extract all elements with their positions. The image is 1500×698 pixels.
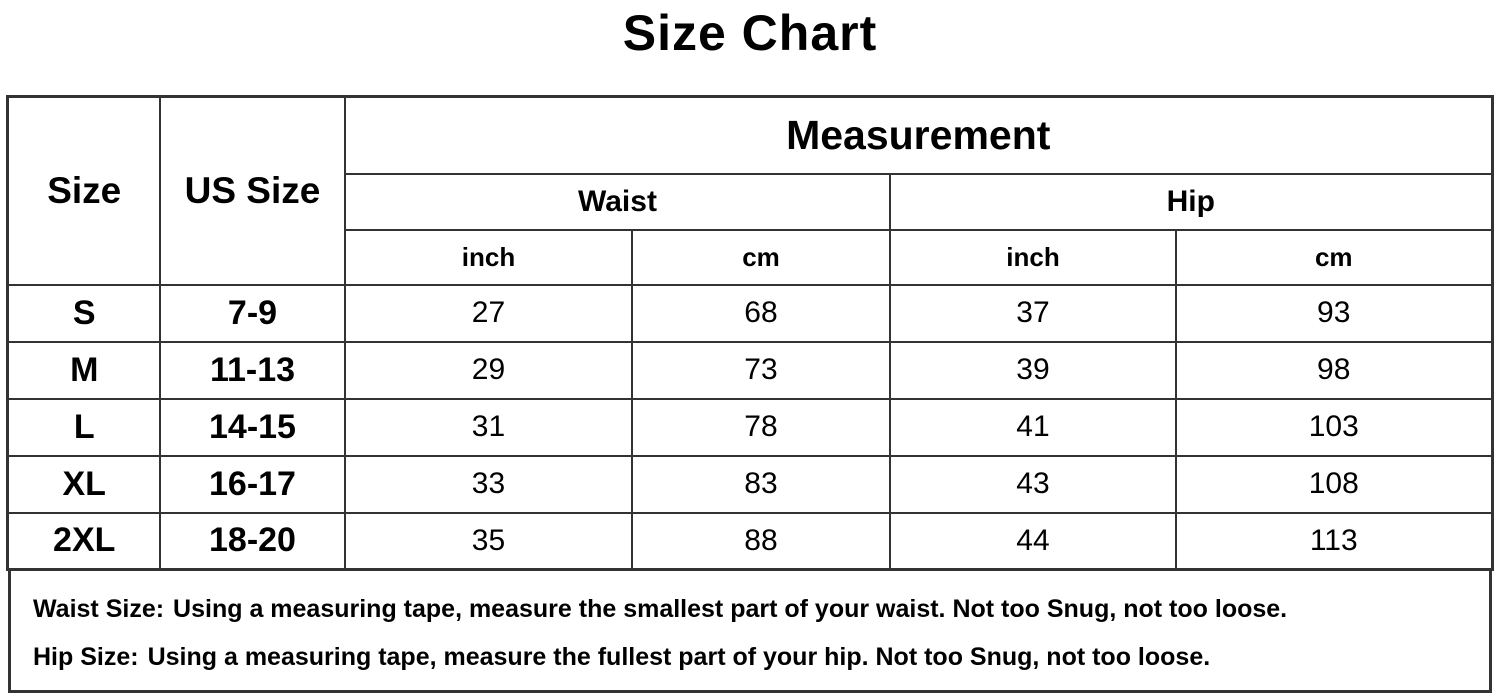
cell-hip-inch: 44 (888, 511, 1177, 571)
table-row-s: S 7-9 27 68 37 93 (6, 283, 1494, 343)
cell-us-size: 14-15 (158, 397, 346, 457)
cell-waist-inch: 27 (343, 283, 633, 343)
header-row-groups: Waist Hip (8, 172, 1494, 231)
cell-hip-inch: 37 (888, 283, 1177, 343)
cell-waist-cm: 88 (630, 511, 891, 571)
table-row-xl: XL 16-17 33 83 43 108 (6, 454, 1494, 514)
cell-waist-cm: 68 (630, 283, 891, 343)
page-title: Size Chart (622, 5, 878, 61)
col-header-waist: Waist (343, 172, 891, 231)
cell-hip-inch: 39 (888, 340, 1177, 400)
waist-size-note-text: Using a measuring tape, measure the smal… (173, 595, 1288, 623)
col-header-hip: Hip (888, 172, 1494, 231)
cell-size: L (6, 397, 161, 457)
hip-size-note: Hip Size: Using a measuring tape, measure… (33, 633, 1469, 681)
cell-hip-inch: 43 (888, 454, 1177, 514)
cell-waist-cm: 78 (630, 397, 891, 457)
waist-size-note-label: Waist Size: (33, 595, 165, 623)
hip-size-note-label: Hip Size: (33, 643, 139, 671)
cell-us-size: 16-17 (158, 454, 346, 514)
table-row-2xl: 2XL 18-20 35 88 44 113 (6, 511, 1494, 571)
col-header-us-size: US Size (158, 95, 346, 286)
table-row-l: L 14-15 31 78 41 103 (6, 397, 1494, 457)
waist-size-note: Waist Size: Using a measuring tape, measu… (33, 585, 1469, 633)
size-chart-table: Size US Size Measurement Waist Hip inch … (6, 95, 1494, 571)
cell-hip-cm: 113 (1174, 511, 1494, 571)
col-header-waist-cm: cm (630, 228, 891, 286)
header-row-measurement: Size US Size Measurement (6, 95, 1494, 286)
col-header-hip-cm: cm (1174, 228, 1494, 286)
header-row-units: inch cm inch cm (8, 228, 1494, 286)
cell-us-size: 18-20 (158, 511, 346, 571)
measuring-notes-section: Waist Size: Using a measuring tape, measu… (8, 571, 1492, 693)
cell-us-size: 11-13 (158, 340, 346, 400)
cell-hip-inch: 41 (888, 397, 1177, 457)
cell-size: S (6, 283, 161, 343)
cell-size: XL (6, 454, 161, 514)
cell-waist-cm: 73 (630, 340, 891, 400)
col-header-measurement: Measurement (343, 95, 1494, 175)
cell-waist-inch: 29 (343, 340, 633, 400)
col-header-hip-inch: inch (888, 228, 1177, 286)
cell-waist-inch: 33 (343, 454, 633, 514)
cell-hip-cm: 98 (1174, 340, 1494, 400)
col-header-size: Size (6, 95, 161, 286)
cell-hip-cm: 93 (1174, 283, 1494, 343)
table-row-m: M 11-13 29 73 39 98 (6, 340, 1494, 400)
cell-waist-cm: 83 (630, 454, 891, 514)
cell-size: M (6, 340, 161, 400)
cell-hip-cm: 108 (1174, 454, 1494, 514)
cell-waist-inch: 31 (343, 397, 633, 457)
col-header-waist-inch: inch (343, 228, 633, 286)
cell-hip-cm: 103 (1174, 397, 1494, 457)
cell-waist-inch: 35 (343, 511, 633, 571)
cell-size: 2XL (6, 511, 161, 571)
hip-size-note-text: Using a measuring tape, measure the full… (147, 643, 1211, 671)
cell-us-size: 7-9 (158, 283, 346, 343)
